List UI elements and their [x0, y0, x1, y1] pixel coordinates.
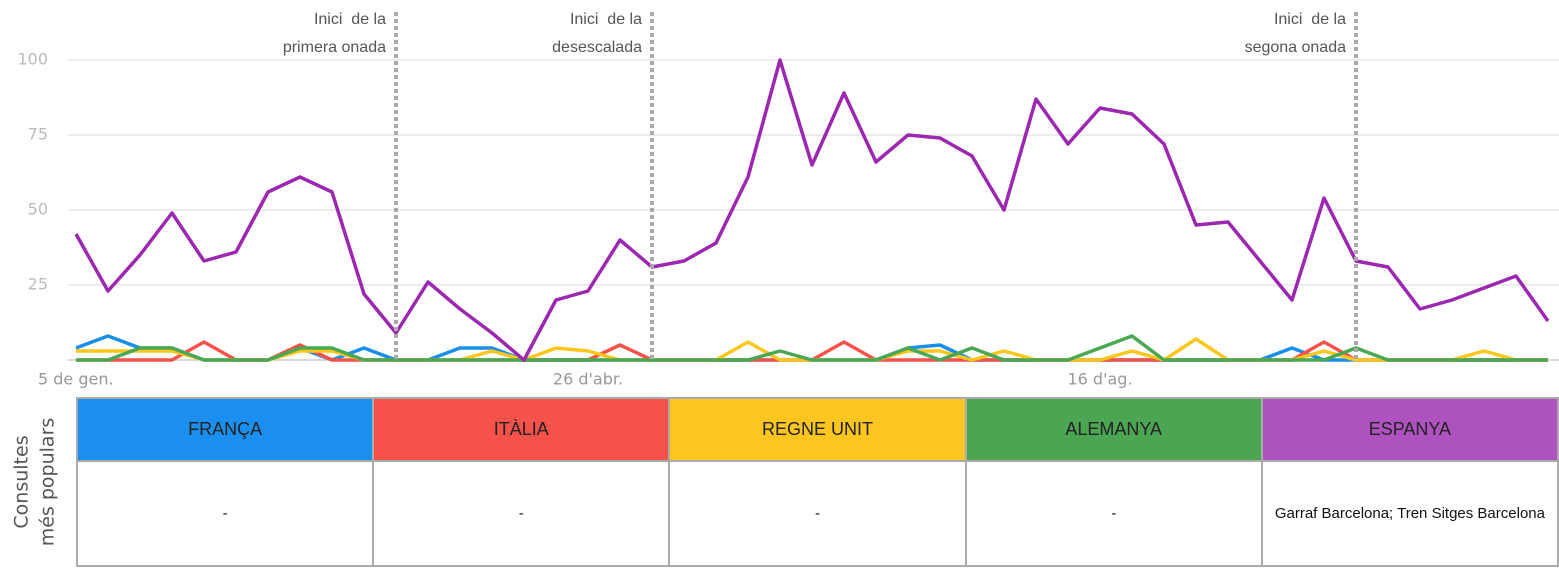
header-cell: FRANÇA	[78, 397, 375, 462]
header-cell: ITÀLIA	[374, 397, 671, 462]
table: FRANÇA ITÀLIA REGNE UNIT ALEMANYA ESPANYA - - -…	[76, 397, 1559, 567]
annotation-text: segona onada	[1245, 39, 1347, 56]
header-cell: ESPANYA	[1262, 397, 1559, 462]
x-tick-label: 16 d'ag.	[1067, 370, 1132, 389]
row-label-text: Consultes	[11, 435, 33, 528]
y-tick-label: 50	[28, 200, 48, 219]
series-line	[74, 58, 1550, 362]
table-cell: Garraf Barcelona; Tren Sitges Barcelona	[1262, 462, 1559, 567]
table-cell: -	[670, 462, 967, 567]
header-cell: ALEMANYA	[966, 397, 1263, 462]
annotation-text: Inici de la	[1274, 11, 1346, 28]
annotation-text: primera onada	[283, 39, 386, 56]
series-line	[76, 334, 1548, 362]
x-tick-label: 5 de gen.	[38, 370, 114, 389]
annotation-text: Inici de la	[314, 11, 386, 28]
header-cell: REGNE UNIT	[670, 397, 967, 462]
x-tick-label: 26 d'abr.	[553, 370, 623, 389]
table-cell: -	[374, 462, 671, 567]
row-label-text: més populars	[37, 418, 59, 547]
table-cell: -	[78, 462, 375, 567]
y-tick-label: 100	[17, 50, 48, 69]
y-tick-label: 75	[28, 125, 48, 144]
annotation-text: Inici de la	[570, 11, 642, 28]
annotation-text: desescalada	[552, 39, 642, 56]
y-tick-label: 25	[28, 275, 48, 294]
chart: 25 50 75 100 5 de gen. 26 d'abr. 16 d'ag. Inici…	[17, 11, 1559, 389]
table-cell: -	[966, 462, 1263, 567]
row-label: Consultes més populars	[11, 418, 59, 547]
